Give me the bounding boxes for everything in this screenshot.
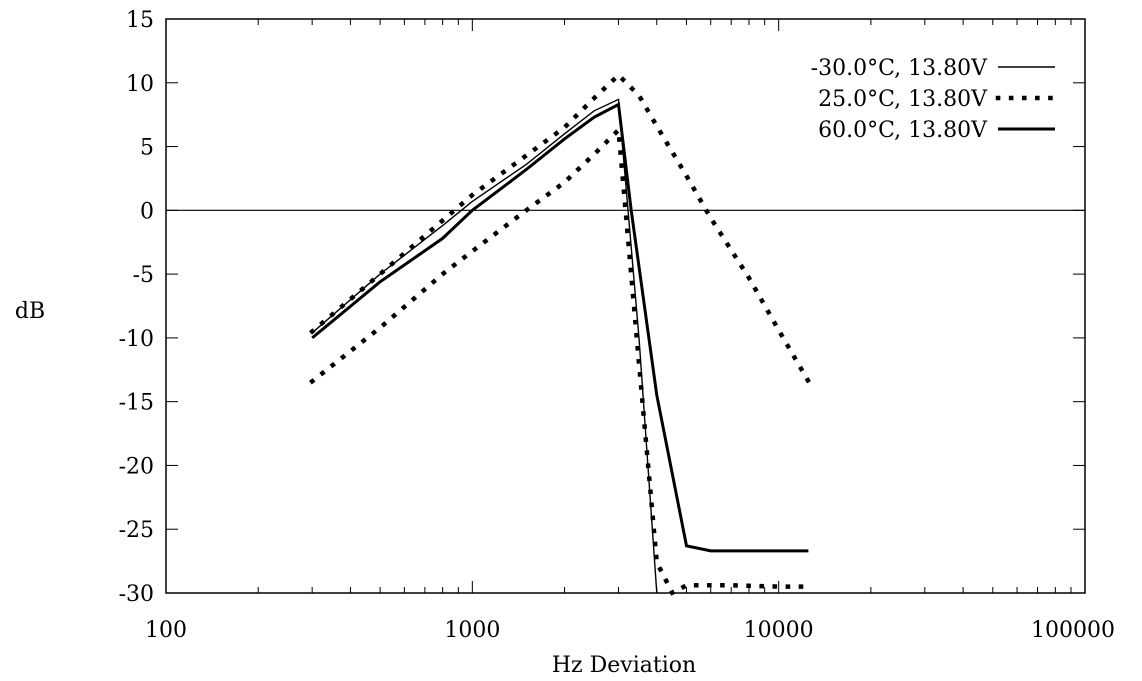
y-tick-label: 0 bbox=[140, 199, 154, 224]
plot-frame bbox=[165, 18, 1086, 594]
tick-labels: 15 10 5 0 -5 -10 -15 -20 -25 -30 100 1000 10000 10000… bbox=[119, 8, 1115, 643]
legend-label-3: 60.0°C, 13.80V bbox=[818, 118, 988, 143]
y-tick-label: -25 bbox=[119, 518, 154, 543]
y-tick-label: -30 bbox=[119, 582, 154, 607]
y-tick-label: -15 bbox=[119, 391, 154, 416]
y-tick-label: -5 bbox=[133, 263, 154, 288]
y-tick-label: 5 bbox=[140, 136, 154, 161]
series-group bbox=[309, 71, 812, 597]
x-tick-label: 1000 bbox=[444, 618, 500, 643]
y-tick-label: -20 bbox=[119, 454, 154, 479]
x-tick-label: 100 bbox=[145, 618, 187, 643]
series-line-2-lower bbox=[309, 125, 806, 597]
y-axis-label: dB bbox=[15, 299, 45, 324]
x-tick-label: 100000 bbox=[1031, 618, 1115, 643]
legend: -30.0°C, 13.80V 25.0°C, 13.80V 60.0°C, 13.… bbox=[811, 56, 1058, 143]
y-tick-label: 10 bbox=[126, 72, 154, 97]
legend-label-1: -30.0°C, 13.80V bbox=[811, 56, 988, 81]
x-tick-label: 10000 bbox=[744, 618, 814, 643]
legend-label-2: 25.0°C, 13.80V bbox=[818, 87, 988, 112]
y-tick-label: 15 bbox=[126, 8, 154, 33]
series-line-3 bbox=[311, 102, 809, 553]
series-line-2 bbox=[309, 71, 812, 385]
x-axis-label: Hz Deviation bbox=[552, 653, 696, 678]
y-tick-label: -10 bbox=[119, 327, 154, 352]
series-line-1 bbox=[311, 98, 658, 594]
